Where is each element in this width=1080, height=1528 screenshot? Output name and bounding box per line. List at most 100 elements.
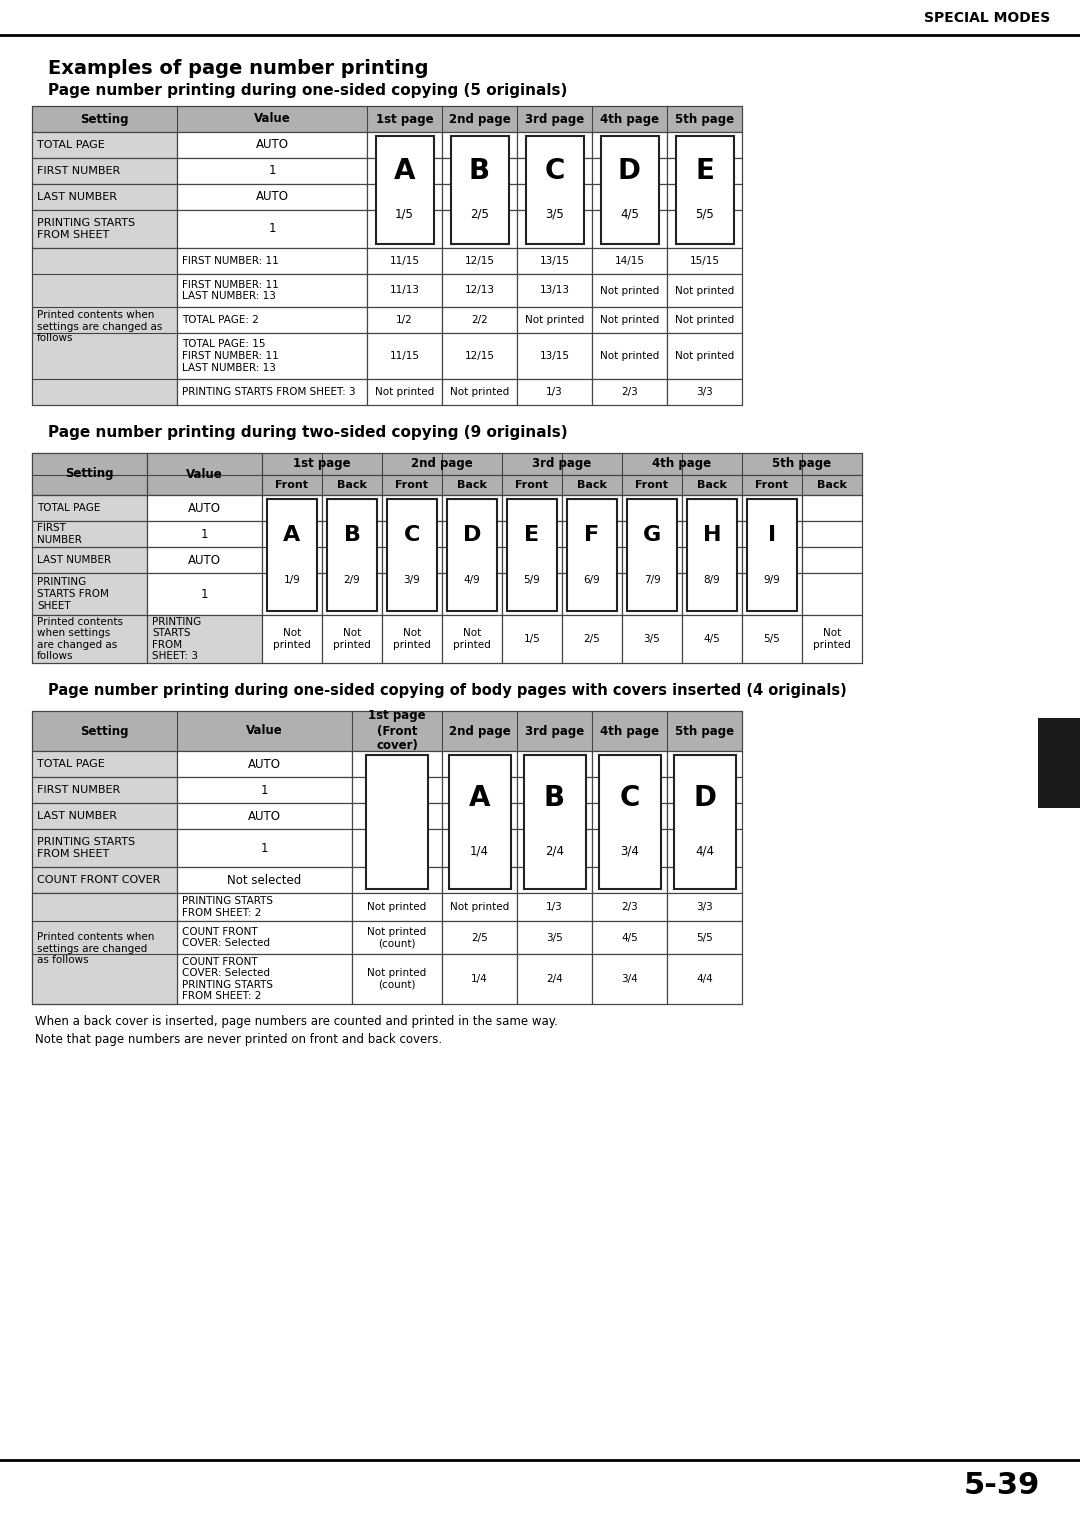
Bar	[802, 573, 862, 614]
Text: Printed contents
when settings
are changed as
follows: Printed contents when settings are chang…	[37, 617, 123, 662]
Bar	[667, 750, 742, 778]
Text: 2/2: 2/2	[471, 315, 488, 325]
Bar	[442, 248, 517, 274]
Bar	[367, 131, 442, 157]
Text: 3/4: 3/4	[620, 845, 639, 859]
Text: Front: Front	[515, 480, 549, 490]
Text: Page number printing during two-sided copying (9 originals): Page number printing during two-sided co…	[48, 425, 568, 440]
Text: 2/5: 2/5	[583, 634, 600, 643]
Bar	[442, 274, 517, 307]
Bar	[177, 921, 352, 953]
Bar	[667, 183, 742, 209]
Bar	[592, 830, 667, 866]
Text: 3/5: 3/5	[644, 634, 660, 643]
Text: 1/3: 1/3	[546, 902, 563, 912]
Bar	[592, 778, 667, 804]
Text: Setting: Setting	[65, 468, 113, 480]
Bar	[177, 830, 352, 866]
Bar	[442, 866, 517, 892]
Text: 1: 1	[201, 587, 208, 601]
Text: 1st page: 1st page	[293, 457, 351, 471]
Bar	[442, 547, 502, 573]
Bar	[674, 755, 735, 889]
Bar	[667, 157, 742, 183]
Bar	[667, 866, 742, 892]
Bar	[667, 892, 742, 921]
Text: PRINTING
STARTS FROM
SHEET: PRINTING STARTS FROM SHEET	[37, 578, 109, 611]
Text: A: A	[469, 784, 490, 811]
Bar	[622, 547, 681, 573]
Bar	[450, 136, 509, 244]
Text: PRINTING STARTS
FROM SHEET: PRINTING STARTS FROM SHEET	[37, 219, 135, 240]
Text: 1/2: 1/2	[396, 315, 413, 325]
Text: FIRST NUMBER: 11
LAST NUMBER: 13: FIRST NUMBER: 11 LAST NUMBER: 13	[183, 280, 279, 301]
Text: Not printed
(count): Not printed (count)	[367, 926, 427, 949]
Text: 4th page: 4th page	[599, 724, 659, 738]
Text: D: D	[463, 524, 482, 545]
Bar	[367, 183, 442, 209]
Text: D: D	[618, 156, 642, 185]
Text: A: A	[394, 156, 415, 185]
Text: Not printed: Not printed	[450, 902, 509, 912]
Text: F: F	[584, 524, 599, 545]
Text: Back: Back	[818, 480, 847, 490]
Bar	[442, 379, 517, 405]
Bar	[502, 495, 562, 521]
Text: Examples of page number printing: Examples of page number printing	[48, 58, 429, 78]
Bar	[562, 614, 622, 663]
Bar	[177, 333, 367, 379]
Text: COUNT FRONT
COVER: Selected: COUNT FRONT COVER: Selected	[183, 926, 270, 949]
Bar	[262, 573, 322, 614]
Bar	[517, 830, 592, 866]
Bar	[367, 274, 442, 307]
Bar	[32, 452, 862, 475]
Bar	[367, 379, 442, 405]
Text: Front: Front	[275, 480, 309, 490]
Bar	[32, 157, 177, 183]
Bar	[742, 614, 802, 663]
Text: 3/3: 3/3	[697, 902, 713, 912]
Bar	[442, 778, 517, 804]
Text: 4/5: 4/5	[704, 634, 720, 643]
Bar	[592, 131, 667, 157]
Text: Not
printed: Not printed	[454, 628, 491, 649]
Bar	[687, 500, 737, 611]
Text: PRINTING
STARTS
FROM
SHEET: 3: PRINTING STARTS FROM SHEET: 3	[152, 617, 201, 662]
Bar	[366, 755, 428, 889]
Bar	[667, 778, 742, 804]
Bar	[382, 495, 442, 521]
Text: Not printed: Not printed	[675, 286, 734, 295]
Text: Not printed: Not printed	[450, 387, 509, 397]
Text: 2/5: 2/5	[470, 208, 489, 220]
Text: 14/15: 14/15	[615, 257, 645, 266]
Text: B: B	[544, 784, 565, 811]
Bar	[592, 892, 667, 921]
Text: 1/5: 1/5	[395, 208, 414, 220]
Text: D: D	[693, 784, 716, 811]
Text: 11/15: 11/15	[390, 351, 419, 361]
Bar	[177, 274, 367, 307]
Bar	[32, 614, 147, 663]
Bar	[524, 755, 585, 889]
Bar	[442, 804, 517, 830]
Text: FIRST NUMBER: 11: FIRST NUMBER: 11	[183, 257, 279, 266]
Text: B: B	[343, 524, 361, 545]
Bar	[562, 573, 622, 614]
Bar	[742, 547, 802, 573]
Text: Not printed: Not printed	[599, 315, 659, 325]
Bar	[517, 804, 592, 830]
Bar	[802, 495, 862, 521]
Bar	[352, 866, 442, 892]
Bar	[32, 452, 147, 495]
Text: Not printed: Not printed	[675, 351, 734, 361]
Text: TOTAL PAGE: TOTAL PAGE	[37, 759, 105, 769]
Text: C: C	[404, 524, 420, 545]
Bar	[667, 274, 742, 307]
Bar	[517, 274, 592, 307]
Bar	[177, 953, 352, 1004]
Bar	[352, 892, 442, 921]
Text: 4/5: 4/5	[621, 932, 638, 943]
Text: TOTAL PAGE: TOTAL PAGE	[37, 141, 105, 150]
Bar	[567, 500, 617, 611]
Text: H: H	[703, 524, 721, 545]
